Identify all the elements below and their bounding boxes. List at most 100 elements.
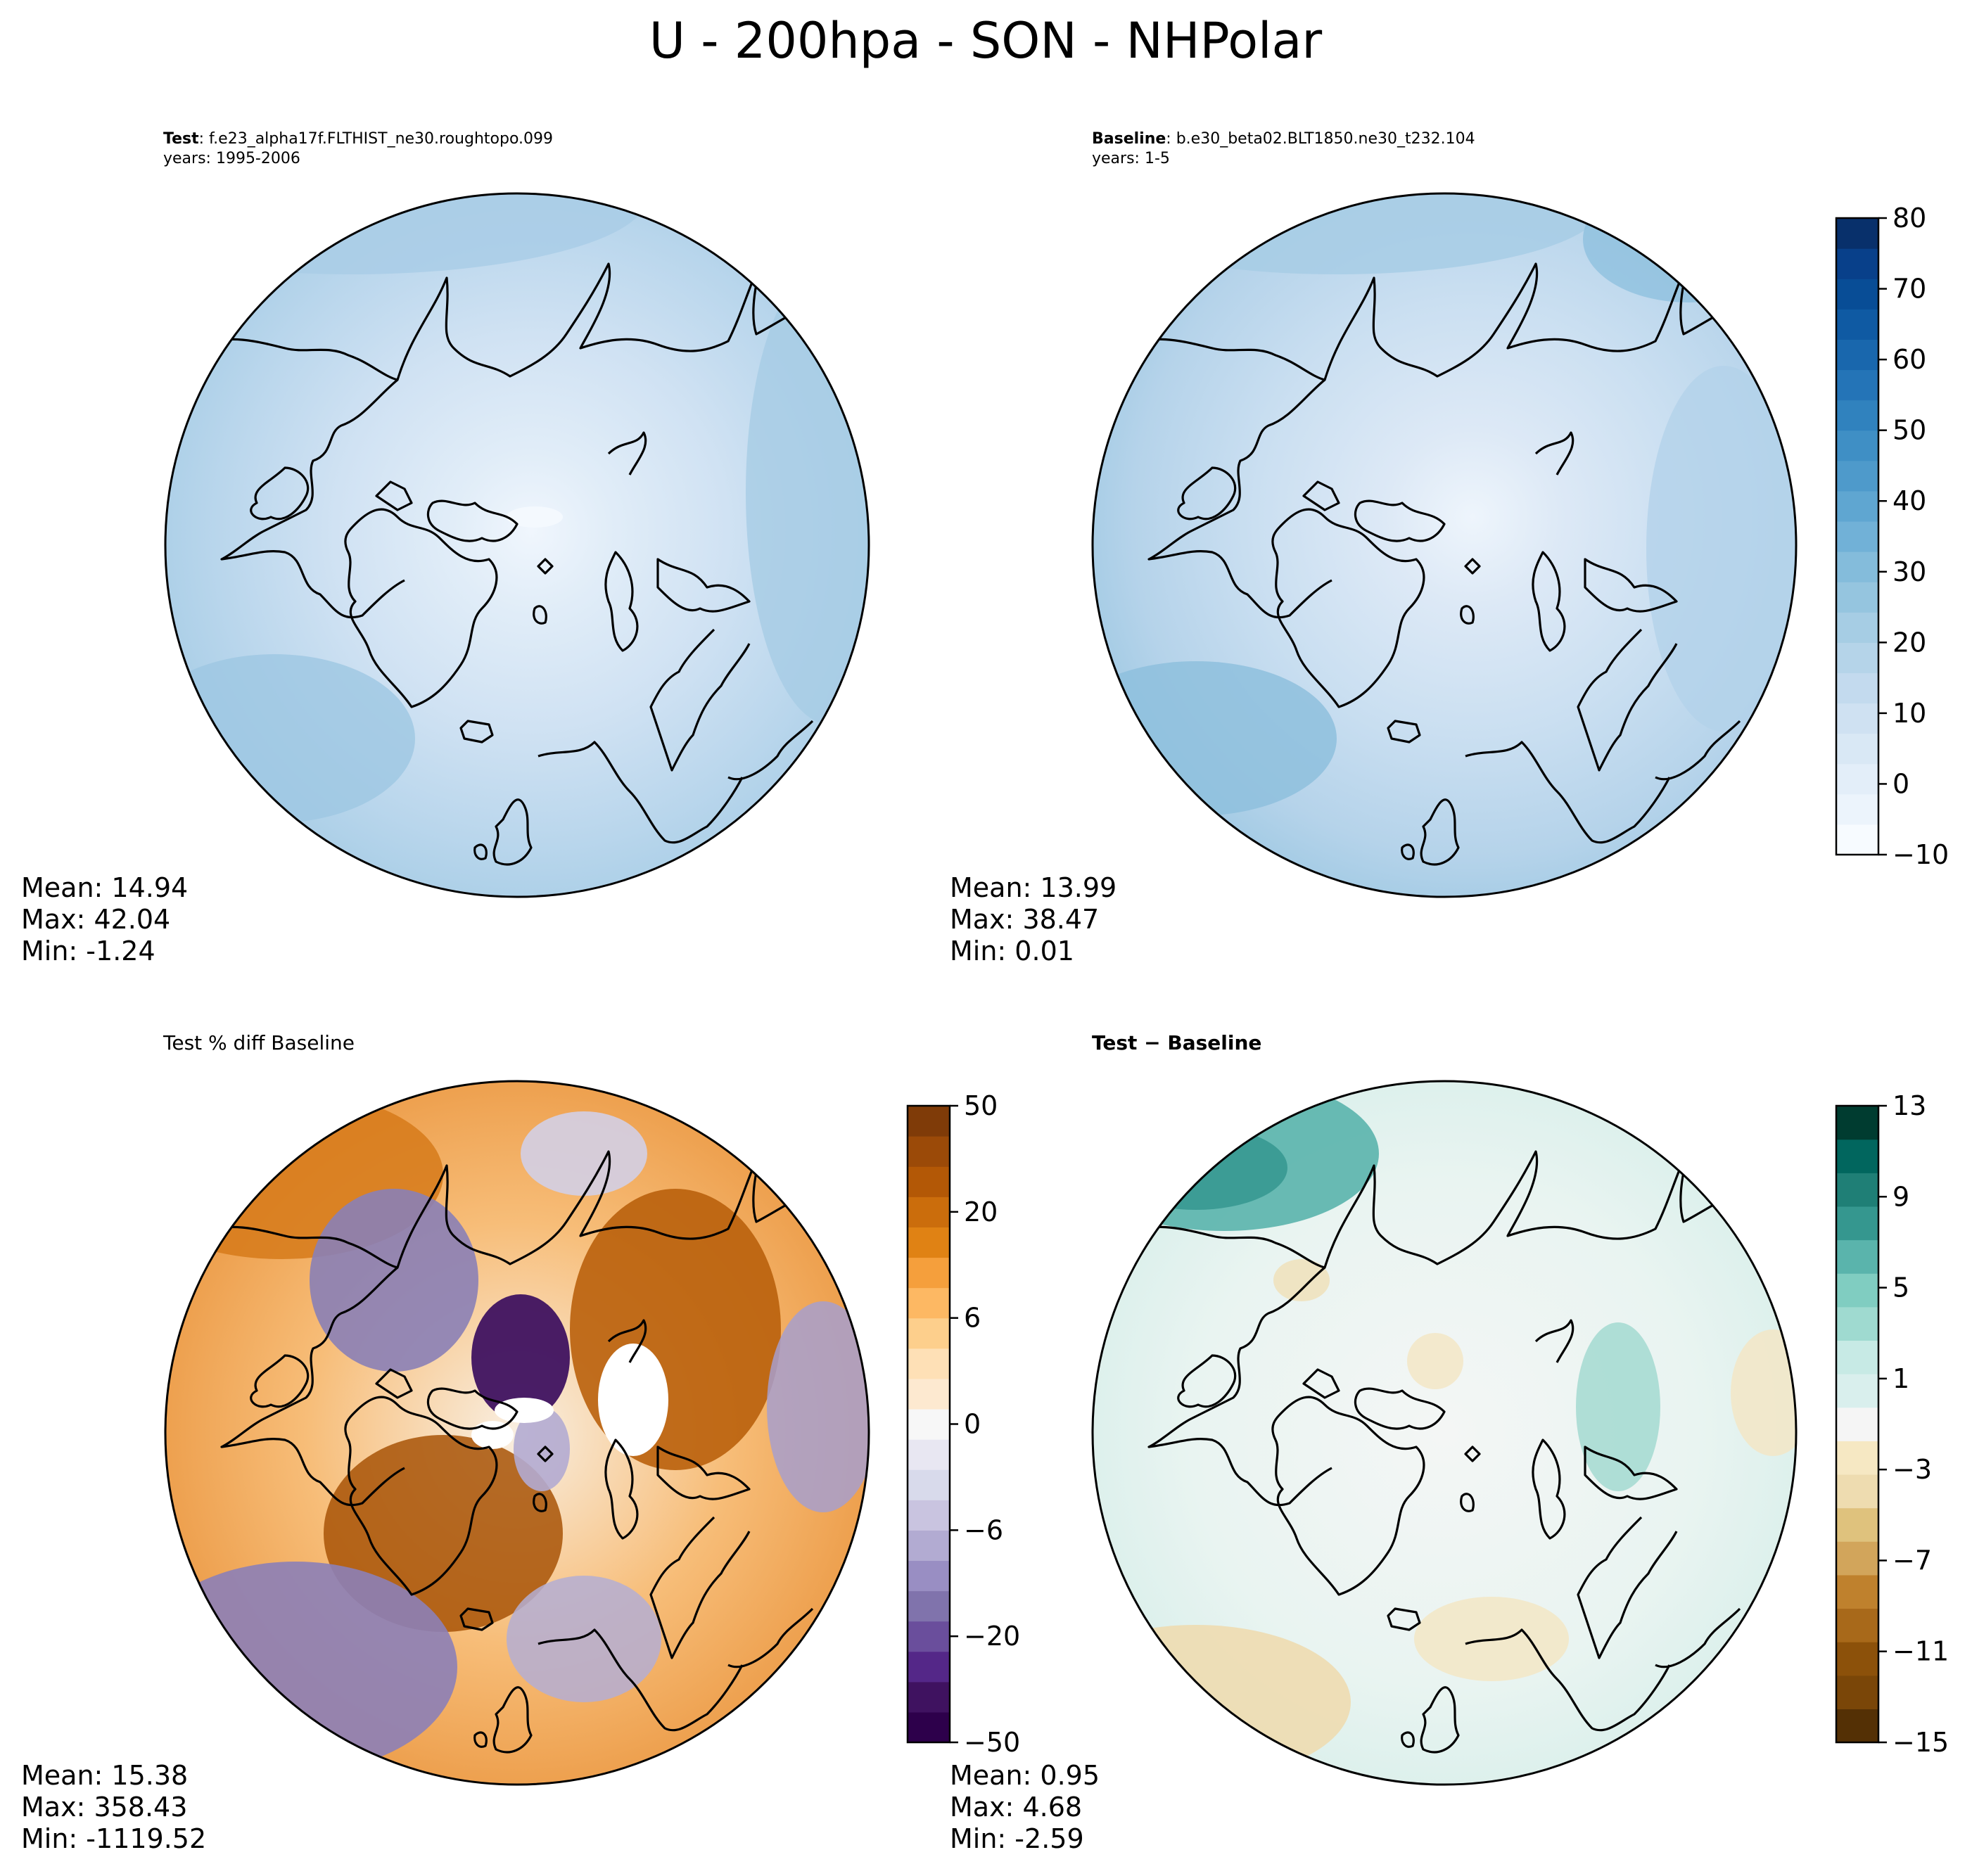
cb-main-tick-label: 40 [1893,485,1926,516]
cb-diff-swatch [1836,1206,1878,1241]
cb-diff-swatch [1836,1541,1878,1576]
cb-pct-tick-label: −50 [964,1727,1020,1758]
cb-diff-swatch [1836,1642,1878,1676]
panel-test-case-name: : f.e23_alpha17f.FLTHIST_ne30.roughtopo.… [199,130,553,148]
cb-main-swatch [1836,551,1878,582]
cb-main-tick-label: 50 [1893,415,1926,446]
cb-diff-swatch [1836,1306,1878,1341]
panel-pctdiff-mean: Mean: 15.38 [21,1760,188,1791]
panel-diff-map [1093,1081,1796,1785]
cb-diff-swatch [1836,1574,1878,1609]
cb-pct-tick-label: 20 [964,1197,998,1227]
cb-diff-frame [1835,1104,1880,1744]
cb-main-swatch [1836,733,1878,765]
cb-diff-swatch [1836,1106,1878,1140]
cb-pct-swatch [908,1166,950,1197]
cb-pct-swatch [908,1621,950,1652]
cb-main-tick-label: 60 [1893,344,1926,375]
panel-test-max: Max: 42.04 [21,904,170,935]
cb-diff-swatch [1836,1407,1878,1441]
panel-test-boundary [164,192,870,898]
cb-main-swatch [1836,582,1878,613]
cb-main-swatch [1836,793,1878,825]
panel-baseline-label-bold: Baseline [1092,130,1166,148]
cb-pct-swatch [908,1106,950,1137]
panel-baseline-mean: Mean: 13.99 [950,872,1117,903]
cb-diff-swatch [1836,1273,1878,1308]
cb-diff-swatch [1836,1374,1878,1408]
cb-diff-swatch [1836,1608,1878,1642]
panel-diff-max: Max: 4.68 [950,1792,1082,1823]
cb-main-swatch [1836,460,1878,492]
cb-diff-tick-label: 1 [1893,1363,1909,1394]
panel-pctdiff-max: Max: 358.43 [21,1792,187,1823]
cb-main-tick-label: 70 [1893,274,1926,305]
cb-main-swatch [1836,521,1878,552]
cb-main-swatch [1836,490,1878,522]
cb-main-swatch [1836,339,1878,371]
panel-baseline-header: Baseline: b.e30_beta02.BLT1850.ne30_t232… [1092,130,1475,148]
colorbar-main: −10 0 10 20 30 40 50 60 70 80 [1835,203,1949,870]
cb-diff-swatch [1836,1239,1878,1274]
panel-baseline-map [1093,193,1796,897]
cb-main-swatch [1836,369,1878,401]
panel-baseline: Baseline: b.e30_beta02.BLT1850.ne30_t232… [950,130,1798,966]
cb-diff-tick-label: 5 [1893,1272,1909,1303]
cb-main-swatch [1836,612,1878,643]
cb-main-swatch [1836,430,1878,461]
cb-pct-swatch [908,1136,950,1167]
figure-title: U - 200hpa - SON - NHPolar [649,12,1323,70]
cb-pct-swatch [908,1348,950,1379]
cb-diff-swatch [1836,1474,1878,1509]
cb-diff-tick-label: −3 [1893,1454,1932,1485]
cb-diff-swatch [1836,1441,1878,1475]
cb-diff-tick-label: −15 [1893,1727,1949,1758]
cb-pct-tick-label: −20 [964,1621,1020,1652]
cb-pct-swatch [908,1439,950,1470]
cb-diff-tick-label: 9 [1893,1181,1909,1212]
cb-diff-tick-label: −11 [1893,1636,1949,1667]
panel-diff: Test − Baseline Mean: 0.95 Max: 4.68 Min… [950,1031,1798,1854]
cb-diff-swatch [1836,1173,1878,1207]
cb-diff-swatch [1836,1709,1878,1743]
cb-main-tick-label: 30 [1893,556,1926,587]
panel-baseline-boundary [1091,192,1798,898]
panel-test-mean: Mean: 14.94 [21,872,188,903]
colorbar-diff: −15 −11 −7 −3 1 5 9 13 [1835,1090,1949,1758]
cb-pct-tick-label: −6 [964,1514,1003,1545]
cb-pct-swatch [908,1257,950,1289]
cb-pct-swatch [908,1287,950,1319]
cb-pct-swatch [908,1197,950,1227]
cb-pct-swatch [908,1681,950,1713]
cb-main-swatch [1836,672,1878,704]
cb-diff-tick-label: −7 [1893,1545,1932,1576]
cb-main-swatch [1836,309,1878,340]
panel-diff-mean: Mean: 0.95 [950,1760,1100,1791]
cb-pct-swatch [908,1711,950,1743]
cb-pct-tick-label: 0 [964,1409,981,1440]
cb-pct-tick-label: 6 [964,1303,981,1334]
colorbar-pctdiff: −50 −20 −6 0 6 20 50 [906,1090,1020,1758]
panel-pctdiff-map [165,1081,869,1785]
cb-pct-swatch [908,1530,950,1562]
panel-test-map [165,193,869,897]
cb-main-swatch [1836,279,1878,310]
cb-main-tick-label: 20 [1893,627,1926,658]
cb-pct-swatch [908,1469,950,1500]
cb-diff-swatch [1836,1340,1878,1374]
cb-main-swatch [1836,763,1878,795]
panel-pctdiff-min: Min: -1119.52 [21,1823,206,1854]
cb-pct-swatch [908,1408,950,1440]
cb-main-swatch [1836,824,1878,855]
panel-baseline-min: Min: 0.01 [950,936,1074,966]
cb-main-swatch [1836,703,1878,734]
panel-diff-title: Test − Baseline [1092,1031,1261,1054]
panel-pctdiff-title: Test % diff Baseline [163,1031,355,1054]
panel-pctdiff-boundary [164,1080,870,1786]
panel-diff-min: Min: -2.59 [950,1823,1084,1854]
cb-main-tick-label: 0 [1893,768,1909,799]
cb-pct-swatch [908,1590,950,1622]
panel-baseline-max: Max: 38.47 [950,904,1099,935]
panel-test-header: Test: f.e23_alpha17f.FLTHIST_ne30.rought… [163,130,553,148]
cb-diff-swatch [1836,1507,1878,1542]
